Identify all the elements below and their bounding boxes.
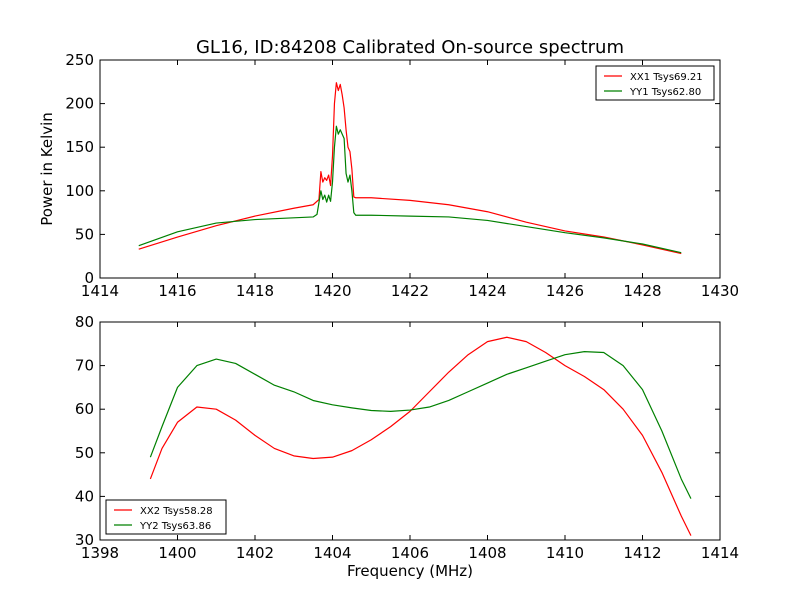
y-tick-label: 70 <box>75 357 94 375</box>
y-tick-label: 40 <box>75 487 94 505</box>
x-tick-label: 1422 <box>391 282 429 300</box>
series-line-2 <box>149 351 692 499</box>
legend-entry: XX2 Tsys58.28 <box>140 506 213 517</box>
legend-box <box>105 499 227 535</box>
x-tick-label: 1424 <box>468 282 506 300</box>
x-axis-label: Frequency (MHz) <box>347 562 473 580</box>
legend-entry: XX1 Tsys69.21 <box>630 72 703 83</box>
legend: XX1 Tsys69.21 YY1 Tsys62.80 <box>595 65 715 101</box>
legend: XX2 Tsys58.28 YY2 Tsys63.86 <box>105 499 227 535</box>
x-tick-label: 1414 <box>701 544 739 562</box>
x-tick-label: 1410 <box>546 544 584 562</box>
y-tick-label: 250 <box>65 51 94 69</box>
x-tick-label: 1406 <box>391 544 429 562</box>
x-tick-label: 1418 <box>236 282 274 300</box>
y-tick-label: 150 <box>65 138 94 156</box>
x-tick-label: 1428 <box>623 282 661 300</box>
x-tick-label: 1414 <box>81 282 119 300</box>
y-tick-label: 0 <box>84 269 94 287</box>
series-line-1 <box>149 336 692 536</box>
x-tick-label: 1402 <box>236 544 274 562</box>
y-tick-label: 80 <box>75 313 94 331</box>
x-tick-label: 1404 <box>313 544 351 562</box>
x-tick-label: 1430 <box>701 282 739 300</box>
y-tick-label: 200 <box>65 95 94 113</box>
series-line-2 <box>138 125 682 254</box>
figure-title: GL16, ID:84208 Calibrated On-source spec… <box>196 37 624 58</box>
chart-panel-1: 1414 1416 1418 1420 1422 1424 1426 1428 1430 0 50 1… <box>38 51 739 300</box>
y-tick-label: 50 <box>75 444 94 462</box>
x-tick-label: 1420 <box>313 282 351 300</box>
y-tick-label: 60 <box>75 400 94 418</box>
series-line-1 <box>138 82 682 255</box>
x-tick-label: 1408 <box>468 544 506 562</box>
x-tick-label: 1412 <box>623 544 661 562</box>
x-tick-label: 1400 <box>158 544 196 562</box>
legend-box <box>595 65 715 101</box>
chart-panel-2: 1398 1400 1402 1404 1406 1408 1410 1412 1414 30 40… <box>75 313 739 580</box>
x-tick-label: 1398 <box>81 544 119 562</box>
y-tick-label: 50 <box>75 225 94 243</box>
x-tick-label: 1426 <box>546 282 584 300</box>
x-tick-label: 1416 <box>158 282 196 300</box>
y-axis-label: Power in Kelvin <box>38 112 56 226</box>
legend-entry: YY1 Tsys62.80 <box>629 87 701 98</box>
legend-entry: YY2 Tsys63.86 <box>139 521 211 532</box>
y-tick-label: 30 <box>75 531 94 549</box>
y-tick-label: 100 <box>65 182 94 200</box>
